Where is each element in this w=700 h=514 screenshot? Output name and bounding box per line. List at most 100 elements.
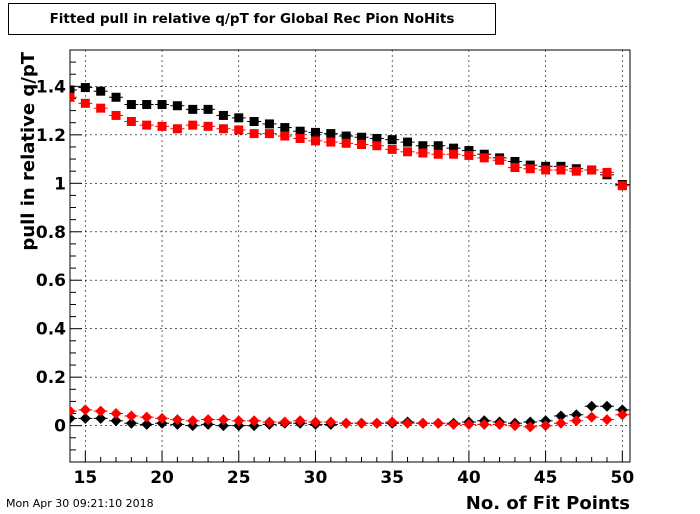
series-1-point: [403, 137, 413, 147]
series-1-point: [96, 86, 106, 96]
series-4-point: [601, 414, 613, 426]
x-tick-label: 25: [227, 468, 251, 488]
y-tick-label: 1.4: [36, 77, 66, 97]
series-4-point: [309, 416, 321, 428]
series-4-point: [586, 411, 598, 423]
series-2-point: [479, 153, 489, 163]
series-2-point: [280, 131, 290, 141]
series-4-point: [524, 421, 536, 433]
series-2-point: [510, 163, 520, 173]
series-4-point: [570, 415, 582, 427]
x-tick-label: 15: [74, 468, 98, 488]
series-4-point: [371, 417, 383, 429]
series-2-point: [80, 98, 90, 108]
series-4-point: [386, 416, 398, 428]
y-tick-label: 1.2: [36, 126, 66, 146]
series-2-point: [326, 137, 336, 147]
series-4-point: [125, 410, 137, 422]
series-4-point: [279, 416, 291, 428]
series-4-point: [187, 415, 199, 427]
series-4-point: [325, 416, 337, 428]
chart-title: Fitted pull in relative q/pT for Global …: [8, 3, 496, 35]
series-2-point: [541, 165, 551, 175]
series-2-point: [126, 116, 136, 126]
series-2-point: [341, 138, 351, 148]
series-2-point: [111, 110, 121, 120]
x-tick-label: 20: [150, 468, 174, 488]
series-2-point: [310, 136, 320, 146]
series-3-point: [110, 415, 122, 427]
timestamp: Mon Apr 30 09:21:10 2018: [6, 497, 154, 510]
series-1-point: [280, 123, 290, 133]
series-1-point: [387, 135, 397, 145]
series-2-point: [617, 181, 627, 191]
series-4-point: [463, 418, 475, 430]
series-4-point: [79, 404, 91, 416]
series-1-point: [111, 92, 121, 102]
series-3-point: [95, 412, 107, 424]
series-1-point: [295, 126, 305, 136]
series-2-point: [157, 121, 167, 131]
series-2-point: [188, 120, 198, 130]
series-2-point: [387, 144, 397, 154]
series-4-point: [356, 417, 368, 429]
series-1-point: [357, 132, 367, 142]
series-1-point: [449, 143, 459, 153]
series-1-point: [234, 113, 244, 123]
series-4-point: [217, 414, 229, 426]
x-tick-label: 50: [610, 468, 634, 488]
y-tick-label: 1: [54, 174, 66, 194]
series-4-point: [171, 414, 183, 426]
series-2-point: [264, 129, 274, 139]
series-3-point: [570, 409, 582, 421]
series-1-point: [510, 156, 520, 166]
series-1-point: [80, 83, 90, 93]
y-tick-label: 0: [54, 417, 66, 437]
series-4-point: [156, 412, 168, 424]
series-3-point: [601, 400, 613, 412]
series-1-point: [70, 85, 75, 95]
series-1-point: [249, 116, 259, 126]
series-4-point: [294, 415, 306, 427]
series-3-point: [141, 418, 153, 430]
series-4-point: [417, 417, 429, 429]
series-1-point: [203, 104, 213, 114]
y-axis-label: pull in relative q/pT: [18, 51, 39, 250]
series-2-point: [525, 164, 535, 174]
series-4-point: [555, 417, 567, 429]
series-1-point: [372, 133, 382, 143]
series-4-point: [95, 405, 107, 417]
series-1-point: [310, 127, 320, 137]
series-4-point: [70, 405, 76, 417]
x-tick-label: 45: [534, 468, 558, 488]
series-2-point: [357, 140, 367, 150]
series-2-point: [587, 165, 597, 175]
series-1-point: [341, 131, 351, 141]
series-2-point: [172, 124, 182, 134]
x-axis-label: No. of Fit Points: [466, 493, 630, 514]
series-4-point: [478, 418, 490, 430]
series-1-point: [264, 119, 274, 129]
x-tick-label: 35: [380, 468, 404, 488]
series-2-point: [403, 147, 413, 157]
axes: 15 20 25 30 35 40 45 50 0 0.2 0.4 0.6 0.8 1 1.2 1.4: [36, 49, 634, 488]
series-2-point: [96, 103, 106, 113]
y-tick-label: 0.2: [36, 368, 66, 388]
series-4-point: [233, 415, 245, 427]
series-2-point: [203, 121, 213, 131]
series-1-point: [157, 100, 167, 110]
series-3-point: [125, 417, 137, 429]
series-4-point: [263, 416, 275, 428]
series-1-point: [172, 101, 182, 111]
series-2-point: [602, 167, 612, 177]
series-2-point: [433, 149, 443, 159]
series-4-point: [110, 408, 122, 420]
series-2-point: [295, 133, 305, 143]
series-2-point: [70, 92, 75, 102]
plot-frame: [69, 49, 631, 463]
series-3-point: [79, 412, 91, 424]
series-2-point: [218, 124, 228, 134]
series-4-point: [509, 420, 521, 432]
series-1-point: [418, 141, 428, 151]
series-2-point: [142, 120, 152, 130]
